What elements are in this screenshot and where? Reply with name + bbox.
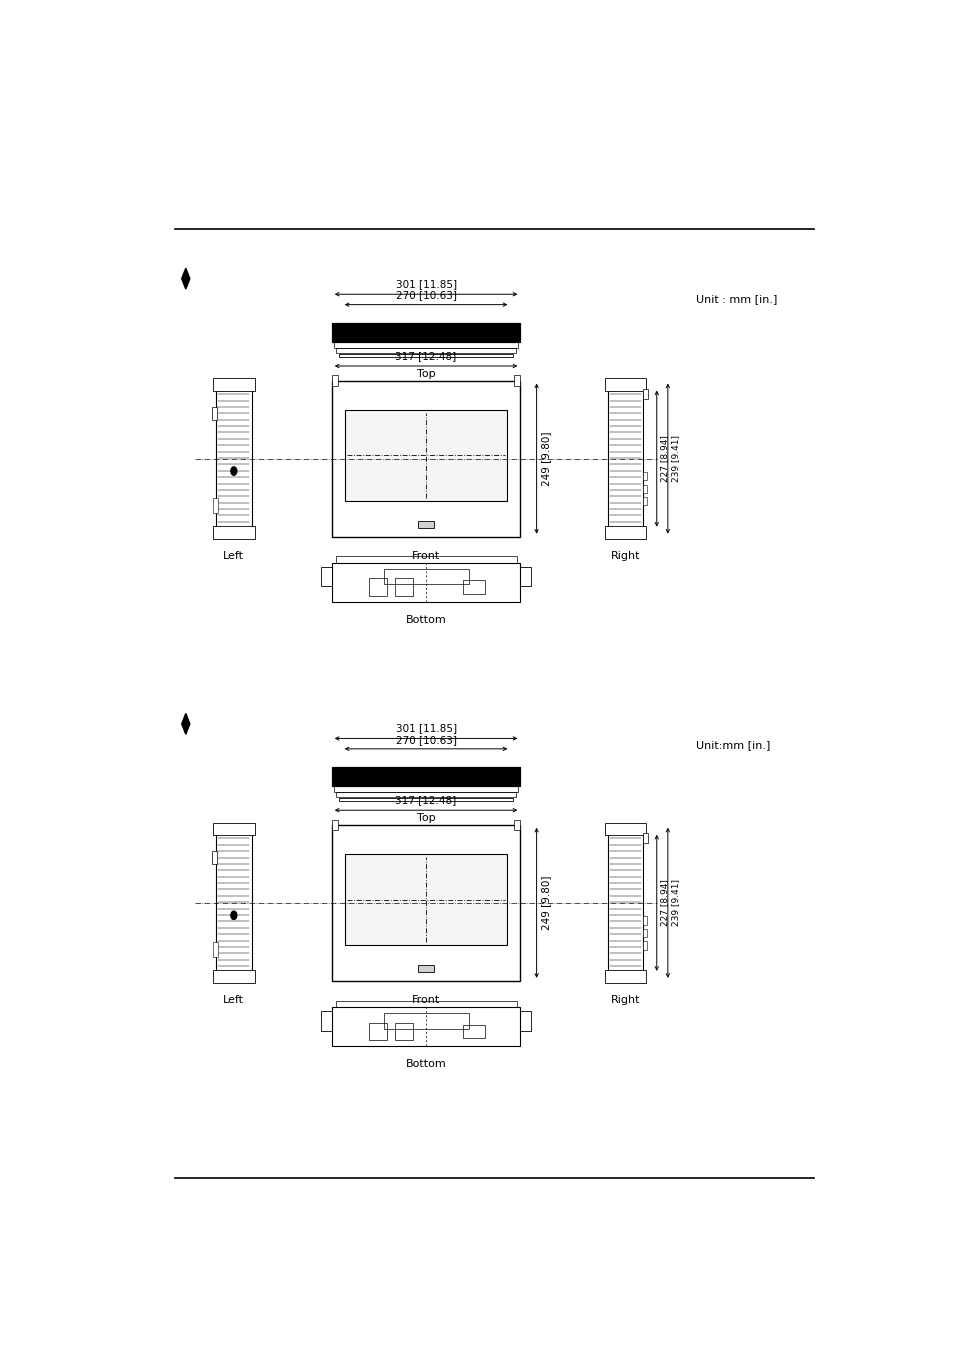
Bar: [417, 521, 434, 528]
Bar: [212, 407, 216, 420]
Bar: [339, 798, 513, 801]
Bar: [321, 566, 332, 586]
Bar: [642, 916, 646, 924]
Bar: [642, 485, 646, 493]
Bar: [395, 578, 413, 596]
Bar: [332, 323, 519, 342]
Text: Bottom: Bottom: [405, 1059, 446, 1069]
Bar: [604, 823, 646, 835]
Bar: [216, 824, 252, 981]
Bar: [332, 824, 519, 981]
Bar: [417, 965, 434, 973]
Text: Unit : mm [in.]: Unit : mm [in.]: [696, 295, 777, 304]
Text: 301 [11.85]: 301 [11.85]: [395, 280, 456, 289]
Bar: [335, 1001, 517, 1006]
Bar: [462, 1024, 485, 1039]
Text: Left: Left: [223, 996, 244, 1005]
Text: 317 [12.48]: 317 [12.48]: [395, 794, 456, 805]
Text: 270 [10.63]: 270 [10.63]: [395, 290, 456, 300]
Bar: [519, 566, 530, 586]
Polygon shape: [181, 269, 190, 289]
Bar: [335, 557, 517, 562]
Bar: [213, 823, 254, 835]
Bar: [212, 851, 216, 863]
Bar: [642, 942, 646, 950]
Bar: [642, 471, 646, 481]
Bar: [604, 378, 646, 390]
Bar: [332, 767, 519, 786]
Bar: [332, 562, 519, 603]
Bar: [383, 569, 468, 585]
Polygon shape: [181, 713, 190, 734]
Bar: [345, 409, 506, 501]
Bar: [642, 497, 646, 505]
Text: 317 [12.48]: 317 [12.48]: [395, 351, 456, 361]
Bar: [213, 378, 254, 390]
Bar: [339, 354, 513, 357]
Text: 239 [9.41]: 239 [9.41]: [671, 880, 679, 927]
Bar: [332, 381, 519, 536]
Text: Left: Left: [223, 551, 244, 561]
Bar: [332, 820, 337, 830]
Bar: [213, 942, 217, 958]
Bar: [462, 581, 485, 594]
Text: 301 [11.85]: 301 [11.85]: [395, 723, 456, 734]
Text: 227 [8.94]: 227 [8.94]: [659, 435, 669, 482]
Text: 249 [9.80]: 249 [9.80]: [540, 431, 551, 486]
Bar: [332, 323, 519, 342]
Text: 227 [8.94]: 227 [8.94]: [659, 880, 669, 927]
Bar: [334, 786, 517, 792]
Bar: [604, 970, 646, 984]
Text: 270 [10.63]: 270 [10.63]: [395, 735, 456, 744]
Bar: [321, 1011, 332, 1031]
Bar: [514, 376, 519, 386]
Bar: [383, 1013, 468, 1028]
Bar: [642, 928, 646, 938]
Bar: [334, 342, 517, 349]
Text: Front: Front: [412, 996, 439, 1005]
Text: Right: Right: [610, 996, 639, 1005]
Bar: [213, 526, 254, 539]
Bar: [332, 767, 519, 786]
Bar: [519, 1011, 530, 1031]
Text: 249 [9.80]: 249 [9.80]: [540, 875, 551, 929]
Bar: [642, 389, 647, 400]
Bar: [395, 1023, 413, 1040]
Bar: [369, 578, 387, 596]
Bar: [332, 1006, 519, 1046]
Text: Unit:mm [in.]: Unit:mm [in.]: [696, 739, 769, 750]
Bar: [216, 381, 252, 536]
Text: Bottom: Bottom: [405, 615, 446, 624]
Text: Top: Top: [416, 369, 435, 380]
Bar: [345, 854, 506, 946]
Bar: [335, 792, 516, 797]
Text: Front: Front: [412, 551, 439, 561]
Bar: [607, 381, 642, 536]
Bar: [369, 1023, 387, 1040]
Bar: [604, 526, 646, 539]
Bar: [335, 349, 516, 353]
Text: Right: Right: [610, 551, 639, 561]
Bar: [642, 834, 647, 843]
Bar: [213, 970, 254, 984]
Bar: [607, 824, 642, 981]
Circle shape: [231, 467, 236, 476]
Bar: [332, 376, 337, 386]
Circle shape: [231, 911, 236, 920]
Bar: [514, 820, 519, 830]
Bar: [213, 497, 217, 513]
Text: Top: Top: [416, 813, 435, 823]
Text: 239 [9.41]: 239 [9.41]: [671, 435, 679, 482]
